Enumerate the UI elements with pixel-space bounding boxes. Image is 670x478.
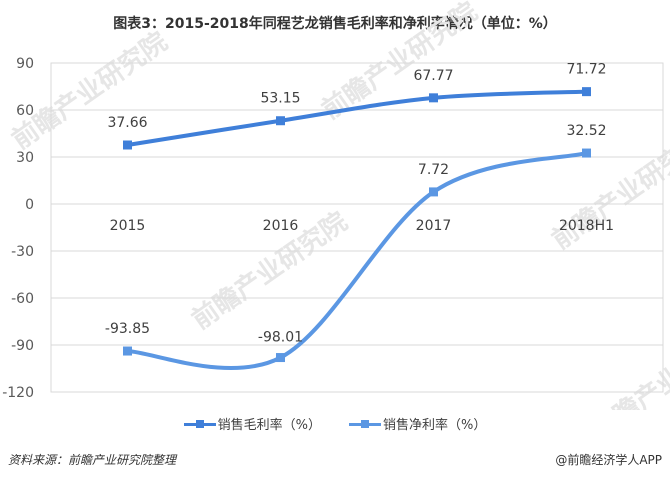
y-tick-label: 0 [25, 197, 34, 213]
watermark-text: 前瞻产业研究院 [546, 126, 670, 256]
data-labels: 37.66 53.15 67.77 71.72 -93.85 -98.01 7.72 32.5… [105, 62, 607, 346]
data-point-marker[interactable] [582, 148, 591, 158]
y-axis: 90 60 30 0 -30 -60 -90 -120 [2, 56, 34, 401]
y-tick-label: -60 [11, 291, 34, 307]
legend-item-net-margin[interactable]: 销售净利率（%） [349, 414, 486, 433]
data-label: 32.52 [566, 123, 606, 139]
data-label: -93.85 [105, 321, 150, 337]
line-marker-icon [183, 419, 216, 429]
x-category-label: 2017 [416, 218, 452, 234]
data-point-marker[interactable] [276, 353, 285, 363]
x-category-label: 2015 [110, 218, 146, 234]
x-category-label: 2016 [263, 218, 299, 234]
data-point-marker[interactable] [429, 187, 438, 197]
y-tick-label: -90 [11, 338, 34, 354]
chart-title: 图表3：2015-2018年同程艺龙销售毛利率和净利率情况（单位：%） [113, 16, 557, 32]
y-tick-label: 60 [16, 103, 34, 119]
data-point-marker[interactable] [123, 140, 132, 150]
plot-frame [50, 62, 664, 393]
source-note: 资料来源：前瞻产业研究院整理 [8, 453, 177, 467]
data-label: -98.01 [258, 330, 303, 346]
data-point-marker[interactable] [582, 87, 591, 97]
data-point-marker[interactable] [123, 346, 132, 356]
data-point-marker[interactable] [276, 116, 285, 126]
watermark-text: 前瞻产业研究院 [6, 26, 173, 156]
legend-label: 销售毛利率（%） [217, 418, 321, 433]
data-label: 37.66 [107, 115, 147, 131]
data-point-marker[interactable] [429, 93, 438, 103]
legend-label: 销售净利率（%） [383, 418, 487, 433]
series-line [125, 89, 589, 147]
legend-item-gross-margin[interactable]: 销售毛利率（%） [183, 414, 321, 433]
y-tick-label: 30 [16, 150, 34, 166]
y-tick-label: -120 [2, 385, 34, 401]
credit-note: @前瞻经济学人APP [555, 453, 662, 467]
data-label: 71.72 [566, 62, 606, 78]
data-label: 7.72 [418, 162, 449, 178]
series-lines [123, 87, 591, 371]
watermark-text: 前瞻产业研究院 [586, 316, 670, 410]
data-label: 53.15 [260, 91, 300, 107]
line-marker-icon [349, 419, 381, 429]
x-category-label: 2018H1 [559, 218, 614, 234]
legend: 销售毛利率（%） 销售净利率（%） [0, 414, 670, 433]
y-tick-label: 90 [16, 56, 34, 72]
square-marker-icon [361, 419, 369, 428]
square-marker-icon [195, 419, 204, 428]
series-line [125, 151, 589, 371]
y-tick-label: -30 [11, 244, 34, 260]
x-axis: 2015 2016 2017 2018H1 [110, 218, 614, 234]
data-label: 67.77 [413, 68, 453, 84]
